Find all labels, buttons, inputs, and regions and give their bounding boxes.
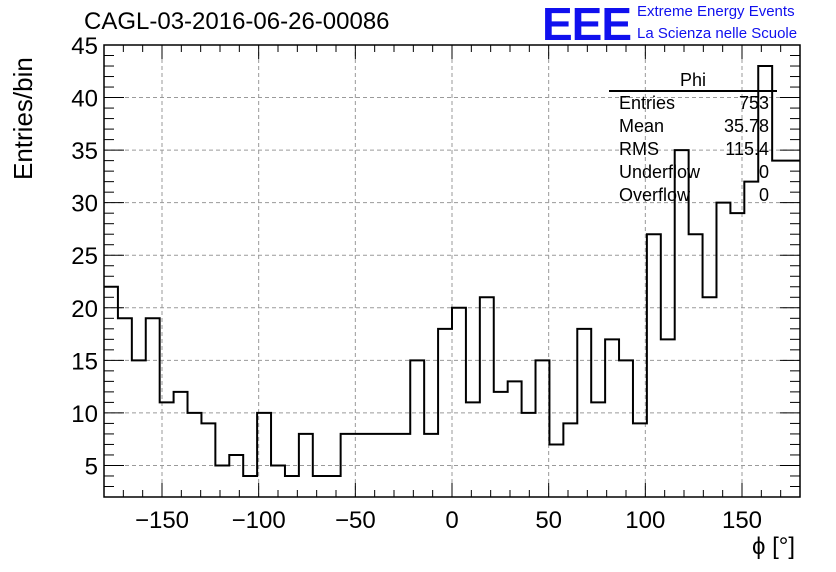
- histogram-bin: [368, 434, 382, 497]
- stats-label: Mean: [619, 116, 665, 136]
- histogram-bin: [647, 234, 661, 497]
- histogram-bin: [424, 434, 438, 497]
- stats-value: 753: [738, 93, 769, 113]
- x-tick-label: 50: [535, 507, 562, 534]
- histogram-bin: [508, 381, 522, 497]
- histogram-bin: [619, 360, 633, 497]
- histogram-bin: [730, 213, 744, 497]
- histogram-bin: [522, 413, 536, 497]
- histogram-bin: [410, 360, 424, 497]
- y-tick-label: 35: [71, 138, 98, 165]
- histogram-bin: [341, 434, 355, 497]
- histogram-bin: [132, 360, 146, 497]
- run-title: CAGL-03-2016-06-26-00086: [84, 8, 390, 35]
- y-tick-label: 40: [71, 86, 98, 113]
- axis-tick-labels: −150 −100 −50 0 50 100 150 5 10 15 20 25 30 35 40 45: [71, 33, 762, 534]
- stats-value: 115.4: [725, 139, 769, 159]
- stats-label: Underflow: [619, 162, 701, 182]
- axis-ticks: [103, 44, 801, 497]
- histogram-bin: [174, 392, 188, 497]
- stats-value: 0: [758, 185, 769, 205]
- stats-row-mean: Mean 35.78: [609, 115, 777, 138]
- histogram-step-line: [104, 65, 800, 477]
- histogram-bin: [452, 308, 466, 497]
- logo-line-2: La Scienza nelle Scuole: [637, 25, 798, 42]
- logo-line-1: Extreme Energy Events: [637, 3, 795, 20]
- histogram-bin: [382, 434, 396, 497]
- y-tick-label: 15: [71, 348, 98, 375]
- y-axis-label: Entries/bin: [8, 57, 38, 180]
- histogram-bin: [577, 329, 591, 497]
- stats-label: RMS: [619, 139, 659, 159]
- x-axis-label: ϕ [°]: [752, 533, 796, 560]
- y-tick-label: 10: [71, 401, 98, 428]
- histogram-bin: [744, 182, 758, 497]
- histogram-bin: [689, 234, 703, 497]
- histogram-bin: [396, 434, 410, 497]
- stats-row-rms: RMS 115.4: [609, 138, 777, 161]
- histogram-bin: [285, 476, 299, 497]
- y-tick-label: 20: [71, 296, 98, 323]
- histogram-bin: [188, 413, 202, 497]
- stats-box: Phi Entries 753 Mean 35.78 RMS 115.4 Und…: [609, 70, 777, 207]
- y-tick-label: 30: [71, 191, 98, 218]
- histogram-bin: [536, 360, 550, 497]
- histogram-bin: [605, 339, 619, 497]
- stats-row-entries: Entries 753: [609, 92, 777, 115]
- y-tick-label: 45: [71, 33, 98, 60]
- histogram-bin: [118, 318, 132, 497]
- histogram-bin: [480, 297, 494, 497]
- x-tick-label: −150: [135, 507, 189, 534]
- histogram-bin: [549, 444, 563, 497]
- histogram-bin: [201, 423, 215, 497]
- histogram-bin: [146, 318, 160, 497]
- histogram-bin: [313, 476, 327, 497]
- stats-value: 35.78: [723, 116, 769, 136]
- histogram-bin: [355, 434, 369, 497]
- y-tick-label: 25: [71, 243, 98, 270]
- y-tick-label: 5: [85, 453, 98, 480]
- histogram-bin: [327, 476, 341, 497]
- histogram-bin: [160, 402, 174, 497]
- stats-title: Phi: [609, 70, 777, 92]
- x-tick-label: 150: [722, 507, 762, 534]
- histogram-bin: [257, 413, 271, 497]
- histogram-bin: [243, 476, 257, 497]
- x-tick-label: 100: [625, 507, 665, 534]
- stats-row-overflow: Overflow 0: [609, 184, 777, 207]
- eee-logo: EEE: [542, 0, 632, 50]
- histogram-bin: [703, 297, 717, 497]
- histogram-bin: [215, 465, 229, 497]
- stats-label: Overflow: [619, 185, 691, 205]
- histogram-bin: [772, 161, 786, 497]
- histogram-bin: [229, 455, 243, 497]
- histogram-bin: [438, 329, 452, 497]
- stats-row-underflow: Underflow 0: [609, 161, 777, 184]
- histogram-bin: [716, 203, 730, 497]
- histogram-bin: [633, 423, 647, 497]
- x-tick-label: 0: [445, 507, 458, 534]
- histogram-bin: [466, 402, 480, 497]
- histogram-bin: [563, 423, 577, 497]
- stats-label: Entries: [619, 93, 676, 113]
- stats-value: 0: [758, 162, 769, 182]
- x-tick-label: −50: [335, 507, 376, 534]
- x-tick-label: −100: [232, 507, 286, 534]
- histogram-bin: [591, 402, 605, 497]
- histogram-bin: [299, 434, 313, 497]
- histogram-bin: [494, 392, 508, 497]
- histogram-bin: [661, 339, 675, 497]
